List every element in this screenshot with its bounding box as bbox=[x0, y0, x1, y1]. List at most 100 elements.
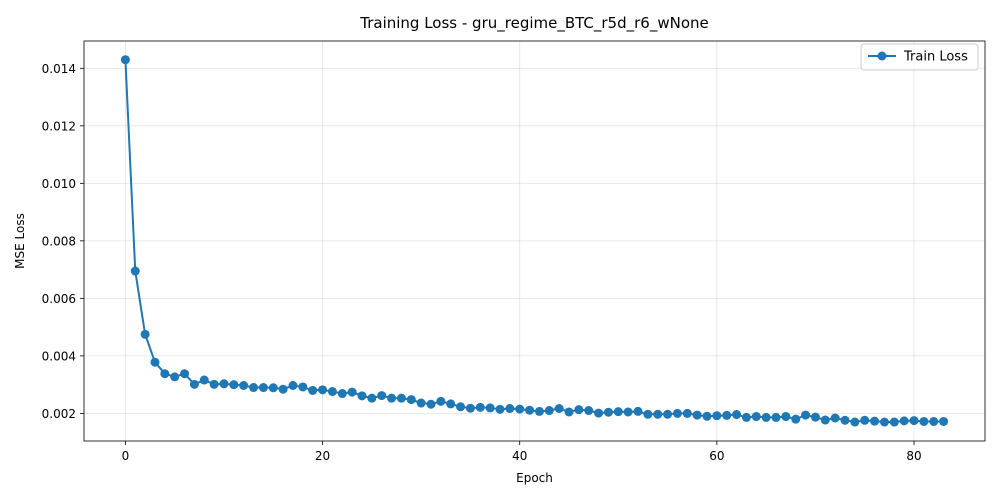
train-loss-point bbox=[771, 412, 781, 422]
train-loss-point bbox=[219, 379, 229, 389]
train-loss-point bbox=[741, 412, 751, 422]
train-loss-point bbox=[722, 410, 732, 420]
x-axis-label: Epoch bbox=[516, 471, 553, 485]
train-loss-point bbox=[672, 408, 682, 418]
train-loss-point bbox=[416, 398, 426, 408]
train-loss-point bbox=[426, 399, 436, 409]
y-tick-label: 0.012 bbox=[42, 119, 76, 133]
train-loss-point bbox=[525, 405, 535, 415]
x-tick-label: 0 bbox=[122, 449, 130, 463]
train-loss-point bbox=[377, 391, 387, 401]
y-tick-label: 0.006 bbox=[42, 292, 76, 306]
train-loss-point bbox=[505, 404, 515, 414]
x-tick-label: 80 bbox=[906, 449, 921, 463]
train-loss-point bbox=[367, 393, 377, 403]
train-loss-point bbox=[288, 381, 298, 391]
train-loss-point bbox=[298, 382, 308, 392]
train-loss-point bbox=[180, 369, 190, 379]
train-loss-point bbox=[357, 391, 367, 401]
train-loss-point bbox=[140, 329, 150, 339]
train-loss-point bbox=[249, 383, 259, 393]
train-loss-point bbox=[387, 393, 397, 403]
train-loss-point bbox=[909, 416, 919, 426]
train-loss-point bbox=[189, 379, 199, 389]
train-loss-point bbox=[347, 387, 357, 397]
train-loss-point bbox=[446, 399, 456, 409]
train-loss-point bbox=[633, 406, 643, 416]
train-loss-point bbox=[564, 407, 574, 417]
train-loss-point bbox=[830, 413, 840, 423]
train-loss-point bbox=[239, 381, 249, 391]
train-loss-point bbox=[495, 404, 505, 414]
train-loss-point bbox=[663, 409, 673, 419]
train-loss-point bbox=[337, 389, 347, 399]
train-loss-point bbox=[682, 408, 692, 418]
train-loss-point bbox=[929, 416, 939, 426]
train-loss-point bbox=[120, 55, 130, 65]
train-loss-point bbox=[229, 380, 239, 390]
train-loss-point bbox=[751, 412, 761, 422]
train-loss-point bbox=[465, 403, 475, 413]
train-loss-point bbox=[594, 408, 604, 418]
train-loss-point bbox=[485, 403, 495, 413]
train-loss-point bbox=[199, 375, 209, 385]
train-loss-point bbox=[554, 404, 564, 414]
x-tick-label: 60 bbox=[709, 449, 724, 463]
y-tick-label: 0.014 bbox=[42, 62, 76, 76]
x-tick-label: 40 bbox=[512, 449, 527, 463]
train-loss-point bbox=[732, 410, 742, 420]
train-loss-point bbox=[850, 417, 860, 427]
train-loss-point bbox=[130, 266, 140, 276]
x-tick-label: 20 bbox=[315, 449, 330, 463]
train-loss-point bbox=[170, 372, 180, 382]
y-axis-label: MSE Loss bbox=[13, 213, 27, 269]
train-loss-point bbox=[643, 409, 653, 419]
train-loss-point bbox=[820, 415, 830, 425]
axis-ticks: 0 20 40 60 80 0.002 0.004 0.006 0.008 0.010 0.012 0… bbox=[42, 62, 922, 463]
train-loss-point bbox=[544, 406, 554, 416]
train-loss-point bbox=[318, 385, 328, 395]
series-layer bbox=[120, 55, 949, 427]
train-loss-point bbox=[327, 387, 337, 397]
train-loss-point bbox=[879, 417, 889, 427]
train-loss-point bbox=[406, 395, 416, 405]
train-loss-point bbox=[150, 357, 160, 367]
train-loss-point bbox=[810, 412, 820, 422]
train-loss-point bbox=[436, 396, 446, 406]
legend: Train Loss bbox=[860, 43, 979, 71]
chart-title: Training Loss - gru_regime_BTC_r5d_r6_wN… bbox=[359, 14, 709, 33]
y-tick-label: 0.010 bbox=[42, 177, 76, 191]
y-tick-label: 0.004 bbox=[42, 349, 76, 363]
train-loss-point bbox=[801, 410, 811, 420]
train-loss-point bbox=[574, 405, 584, 415]
legend-box bbox=[860, 43, 979, 71]
grid-lines bbox=[84, 41, 985, 441]
train-loss-point bbox=[761, 412, 771, 422]
y-tick-label: 0.002 bbox=[42, 407, 76, 421]
train-loss-point bbox=[160, 369, 170, 379]
train-loss-point bbox=[278, 384, 288, 394]
train-loss-point bbox=[308, 385, 318, 395]
train-loss-point bbox=[456, 402, 466, 412]
train-loss-point bbox=[603, 407, 613, 417]
train-loss-point bbox=[791, 414, 801, 424]
train-loss-point bbox=[623, 407, 633, 417]
train-loss-point bbox=[919, 416, 929, 426]
y-tick-label: 0.008 bbox=[42, 234, 76, 248]
train-loss-point bbox=[584, 406, 594, 416]
train-loss-point bbox=[692, 410, 702, 420]
train-loss-point bbox=[653, 409, 663, 419]
train-loss-point bbox=[860, 415, 870, 425]
train-loss-point bbox=[515, 404, 525, 414]
train-loss-point bbox=[258, 383, 268, 393]
train-loss-point bbox=[889, 417, 899, 427]
train-loss-point bbox=[268, 383, 278, 393]
train-loss-point bbox=[613, 407, 623, 417]
legend-marker-sample bbox=[877, 51, 887, 61]
train-loss-point bbox=[840, 415, 850, 425]
train-loss-point bbox=[870, 416, 880, 426]
train-loss-point bbox=[534, 406, 544, 416]
train-loss-point bbox=[396, 393, 406, 403]
